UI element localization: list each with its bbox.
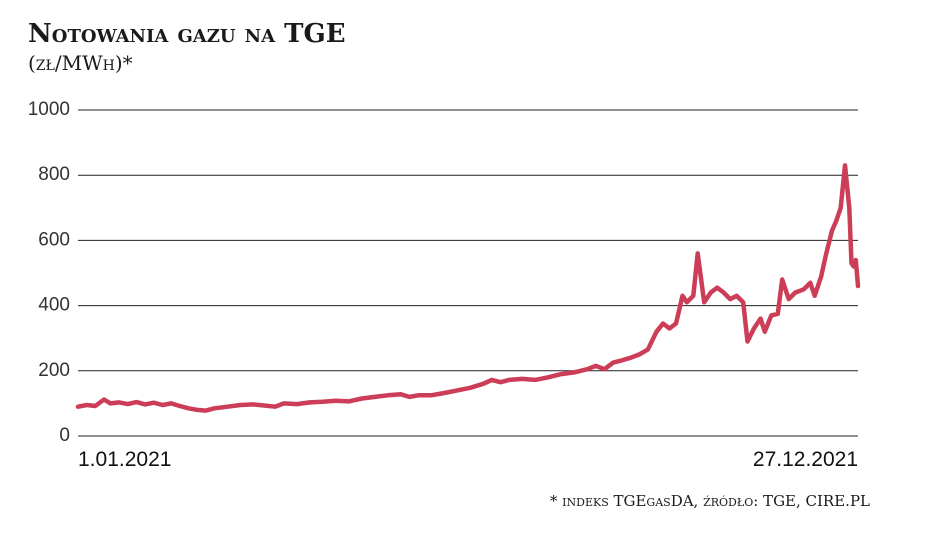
y-tick-label: 400 bbox=[38, 295, 70, 316]
price-line bbox=[75, 163, 861, 413]
y-tick-label: 0 bbox=[59, 425, 70, 446]
x-tick-label: 27.12.2021 bbox=[753, 448, 858, 471]
y-tick-label: 800 bbox=[38, 164, 70, 185]
chart-title: Notowania gazu na TGE bbox=[28, 19, 346, 49]
y-tick-label: 1000 bbox=[28, 99, 70, 120]
footnote: * indeks TGEgasDA, źródło: TGE, CIRE.PL bbox=[550, 492, 870, 510]
x-tick-label: 1.01.2021 bbox=[78, 448, 171, 471]
y-tick-label: 200 bbox=[38, 360, 70, 381]
chart-subtitle: (zł/MWh)* bbox=[28, 51, 133, 75]
y-tick-label: 600 bbox=[38, 229, 70, 250]
